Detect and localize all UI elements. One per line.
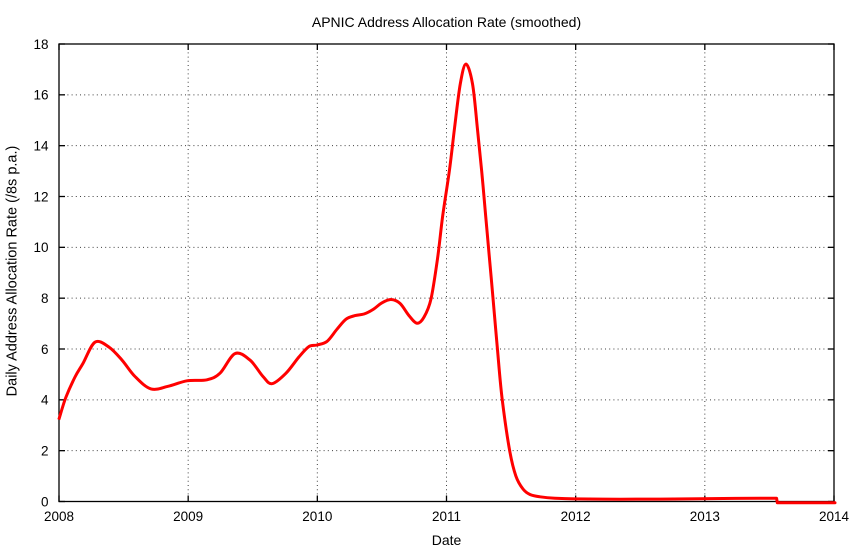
svg-text:2013: 2013	[690, 509, 720, 524]
svg-text:2009: 2009	[173, 509, 203, 524]
svg-text:0: 0	[41, 494, 49, 509]
svg-text:14: 14	[33, 139, 49, 154]
svg-text:2014: 2014	[819, 509, 850, 524]
svg-text:8: 8	[41, 291, 49, 306]
svg-text:12: 12	[33, 189, 48, 204]
svg-text:18: 18	[33, 37, 48, 52]
svg-text:2010: 2010	[302, 509, 332, 524]
svg-text:16: 16	[33, 88, 48, 103]
svg-text:2012: 2012	[561, 509, 591, 524]
svg-text:2008: 2008	[44, 509, 74, 524]
svg-text:2011: 2011	[432, 509, 461, 524]
svg-text:Date: Date	[432, 532, 462, 548]
svg-text:10: 10	[33, 240, 48, 255]
svg-text:6: 6	[41, 342, 49, 357]
svg-text:APNIC Address Allocation Rate: APNIC Address Allocation Rate (smoothed)	[312, 14, 581, 30]
svg-text:Daily Address Allocation Rate: Daily Address Allocation Rate (/8s p.a.)	[4, 146, 20, 397]
svg-text:4: 4	[41, 393, 49, 408]
svg-text:2: 2	[41, 444, 49, 459]
